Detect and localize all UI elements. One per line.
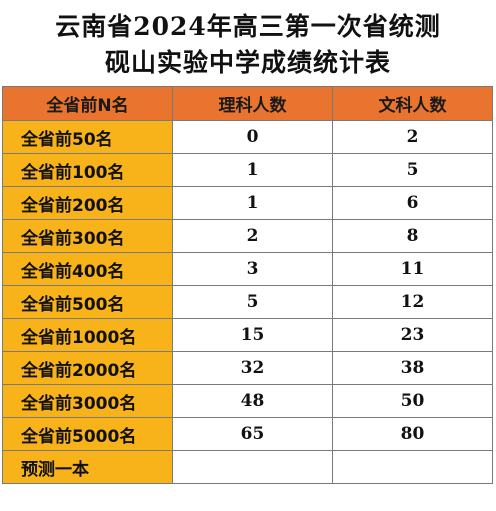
liberal-arts-count-cell: 12	[332, 285, 493, 319]
science-count-cell: 0	[172, 120, 333, 154]
liberal-arts-count-cell: 11	[332, 252, 493, 286]
table-row: 预测一本	[2, 450, 493, 484]
liberal-arts-count-cell: 8	[332, 219, 493, 253]
table-row: 全省前400名 3 11	[2, 252, 493, 286]
rank-cell: 全省前5000名	[2, 417, 173, 451]
header-rank: 全省前N名	[2, 86, 173, 121]
table-row: 全省前50名 0 2	[2, 120, 493, 154]
rank-cell: 全省前200名	[2, 186, 173, 220]
science-count-cell: 1	[172, 153, 333, 187]
table-row: 全省前200名 1 6	[2, 186, 493, 220]
rank-cell: 全省前3000名	[2, 384, 173, 418]
table-row: 全省前1000名 15 23	[2, 318, 493, 352]
rank-cell: 全省前500名	[2, 285, 173, 319]
science-count-cell	[172, 450, 333, 484]
rank-cell: 全省前2000名	[2, 351, 173, 385]
liberal-arts-count-cell: 50	[332, 384, 493, 418]
rank-cell: 全省前300名	[2, 219, 173, 253]
table-row: 全省前2000名 32 38	[2, 351, 493, 385]
rank-cell: 全省前50名	[2, 120, 173, 154]
science-count-cell: 5	[172, 285, 333, 319]
science-count-cell: 3	[172, 252, 333, 286]
table-row: 全省前5000名 65 80	[2, 417, 493, 451]
science-count-cell: 65	[172, 417, 333, 451]
rank-cell: 预测一本	[2, 450, 173, 484]
science-count-cell: 1	[172, 186, 333, 220]
science-count-cell: 2	[172, 219, 333, 253]
science-count-cell: 48	[172, 384, 333, 418]
science-count-cell: 32	[172, 351, 333, 385]
rank-cell: 全省前100名	[2, 153, 173, 187]
science-count-cell: 15	[172, 318, 333, 352]
rank-cell: 全省前400名	[2, 252, 173, 286]
table-row: 全省前500名 5 12	[2, 285, 493, 319]
liberal-arts-count-cell	[332, 450, 493, 484]
table-header-row: 全省前N名 理科人数 文科人数	[2, 86, 493, 121]
liberal-arts-count-cell: 6	[332, 186, 493, 220]
liberal-arts-count-cell: 5	[332, 153, 493, 187]
header-science: 理科人数	[172, 86, 333, 121]
rank-cell: 全省前1000名	[2, 318, 173, 352]
score-table: 全省前N名 理科人数 文科人数 全省前50名 0 2 全省前100名 1 5 全…	[2, 86, 493, 484]
title-line-1: 云南省2024年高三第一次省统测	[55, 12, 441, 41]
table-row: 全省前3000名 48 50	[2, 384, 493, 418]
title-line-2: 砚山实验中学成绩统计表	[104, 48, 391, 77]
table-row: 全省前100名 1 5	[2, 153, 493, 187]
liberal-arts-count-cell: 38	[332, 351, 493, 385]
liberal-arts-count-cell: 23	[332, 318, 493, 352]
liberal-arts-count-cell: 2	[332, 120, 493, 154]
liberal-arts-count-cell: 80	[332, 417, 493, 451]
table-row: 全省前300名 2 8	[2, 219, 493, 253]
header-liberal-arts: 文科人数	[332, 86, 493, 121]
